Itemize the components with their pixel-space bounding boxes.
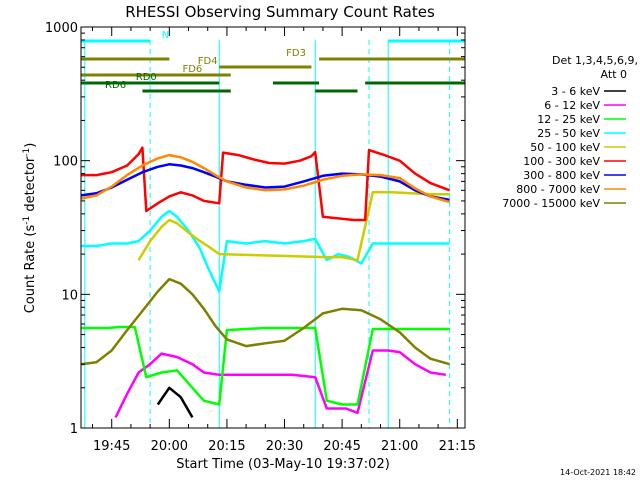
y-tick-label: 1000 [45, 21, 78, 36]
series-line [80, 153, 450, 204]
series-line [114, 349, 446, 418]
y-axis-label-part: detector [23, 156, 38, 216]
legend-label: 300 - 800 keV [523, 169, 600, 182]
x-tick-label: 20:15 [208, 439, 245, 454]
x-axis-label: Start Time (03-May-10 19:37:02) [176, 457, 390, 472]
x-tick-label: 20:00 [151, 439, 188, 454]
x-axis-ticks: 19:45 20:00 20:15 20:30 20:45 21:00 21:15 [92, 27, 476, 454]
y-axis-label-sup: -1 [22, 148, 32, 157]
footer-date: 14-Oct-2021 18:42 [560, 468, 636, 477]
vertical-markers [84, 40, 451, 428]
plot-frame [80, 26, 466, 429]
series-line [80, 277, 450, 366]
chart-title: RHESSI Observing Summary Count Rates [125, 3, 435, 21]
y-axis-label-part: Count Rate (s [23, 225, 38, 314]
legend-label: 3 - 6 keV [551, 85, 600, 98]
legend-label: 25 - 50 keV [537, 127, 600, 140]
series-layer [80, 146, 451, 419]
y-tick-label: 10 [61, 288, 78, 303]
y-axis-label-sup: -1 [22, 216, 32, 225]
series-line [80, 163, 450, 202]
series-line [137, 191, 450, 262]
y-axis-ticks: 1 10 100 1000 [45, 21, 465, 437]
legend-subtitle: Att 0 [601, 68, 627, 81]
y-tick-label: 1 [70, 422, 78, 437]
x-tick-label: 20:45 [323, 439, 360, 454]
y-axis-label: Count Rate (s-1 detector-1) [22, 143, 38, 314]
x-tick-label: 20:30 [266, 439, 303, 454]
legend-label: 800 - 7000 keV [516, 183, 600, 196]
legend-label: 6 - 12 keV [544, 99, 600, 112]
series-line [81, 209, 450, 293]
legend-title: Det 1,3,4,5,6,9, [552, 54, 638, 67]
legend-label: 7000 - 15000 keV [502, 197, 600, 210]
series-line [81, 325, 450, 406]
flag-bar-label: FD4 [198, 56, 218, 67]
x-tick-label: 19:45 [93, 439, 130, 454]
x-tick-label: 21:15 [439, 439, 476, 454]
flag-bar-label: N [162, 30, 169, 41]
legend-label: 100 - 300 keV [523, 155, 600, 168]
y-axis-label-part: ) [23, 143, 38, 148]
flag-bar-label: RD0 [136, 72, 157, 83]
series-line [156, 386, 194, 419]
y-tick-label: 100 [53, 155, 78, 170]
flag-bar-label: RD6 [105, 80, 126, 91]
flag-bar-label: FD6 [182, 64, 202, 75]
legend-label: 50 - 100 keV [530, 141, 600, 154]
flag-bar-label: FD3 [286, 48, 306, 59]
x-tick-label: 21:00 [381, 439, 418, 454]
legend-label: 12 - 25 keV [537, 113, 600, 126]
series-line [81, 146, 451, 222]
